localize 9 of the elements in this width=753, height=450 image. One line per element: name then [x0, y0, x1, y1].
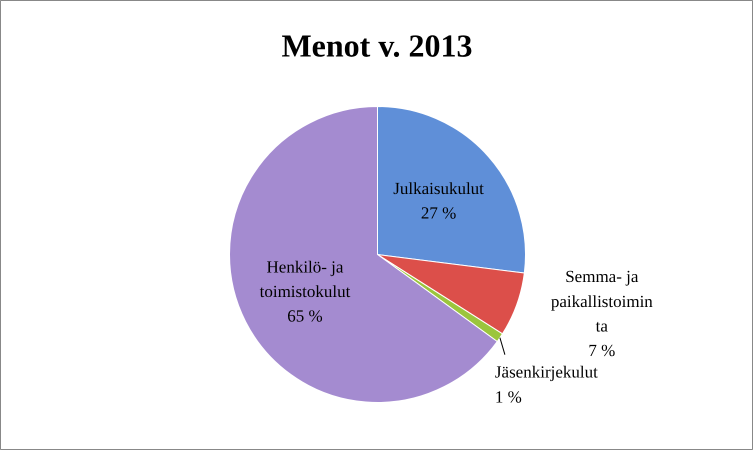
slice-label: Henkilö- ja toimistokulut: [260, 257, 351, 301]
slice-label: Jäsenkirjekulut: [494, 362, 598, 382]
data-label: 65 %: [287, 306, 323, 326]
data-label: 7 %: [588, 341, 616, 360]
chart-title: Menot v. 2013: [281, 28, 473, 64]
data-label: 27 %: [420, 204, 456, 223]
data-label: 1 %: [494, 387, 522, 406]
slice-label: Semma- ja paikallistoimin ta: [550, 267, 654, 336]
slice-label: Julkaisukulut: [393, 178, 484, 198]
